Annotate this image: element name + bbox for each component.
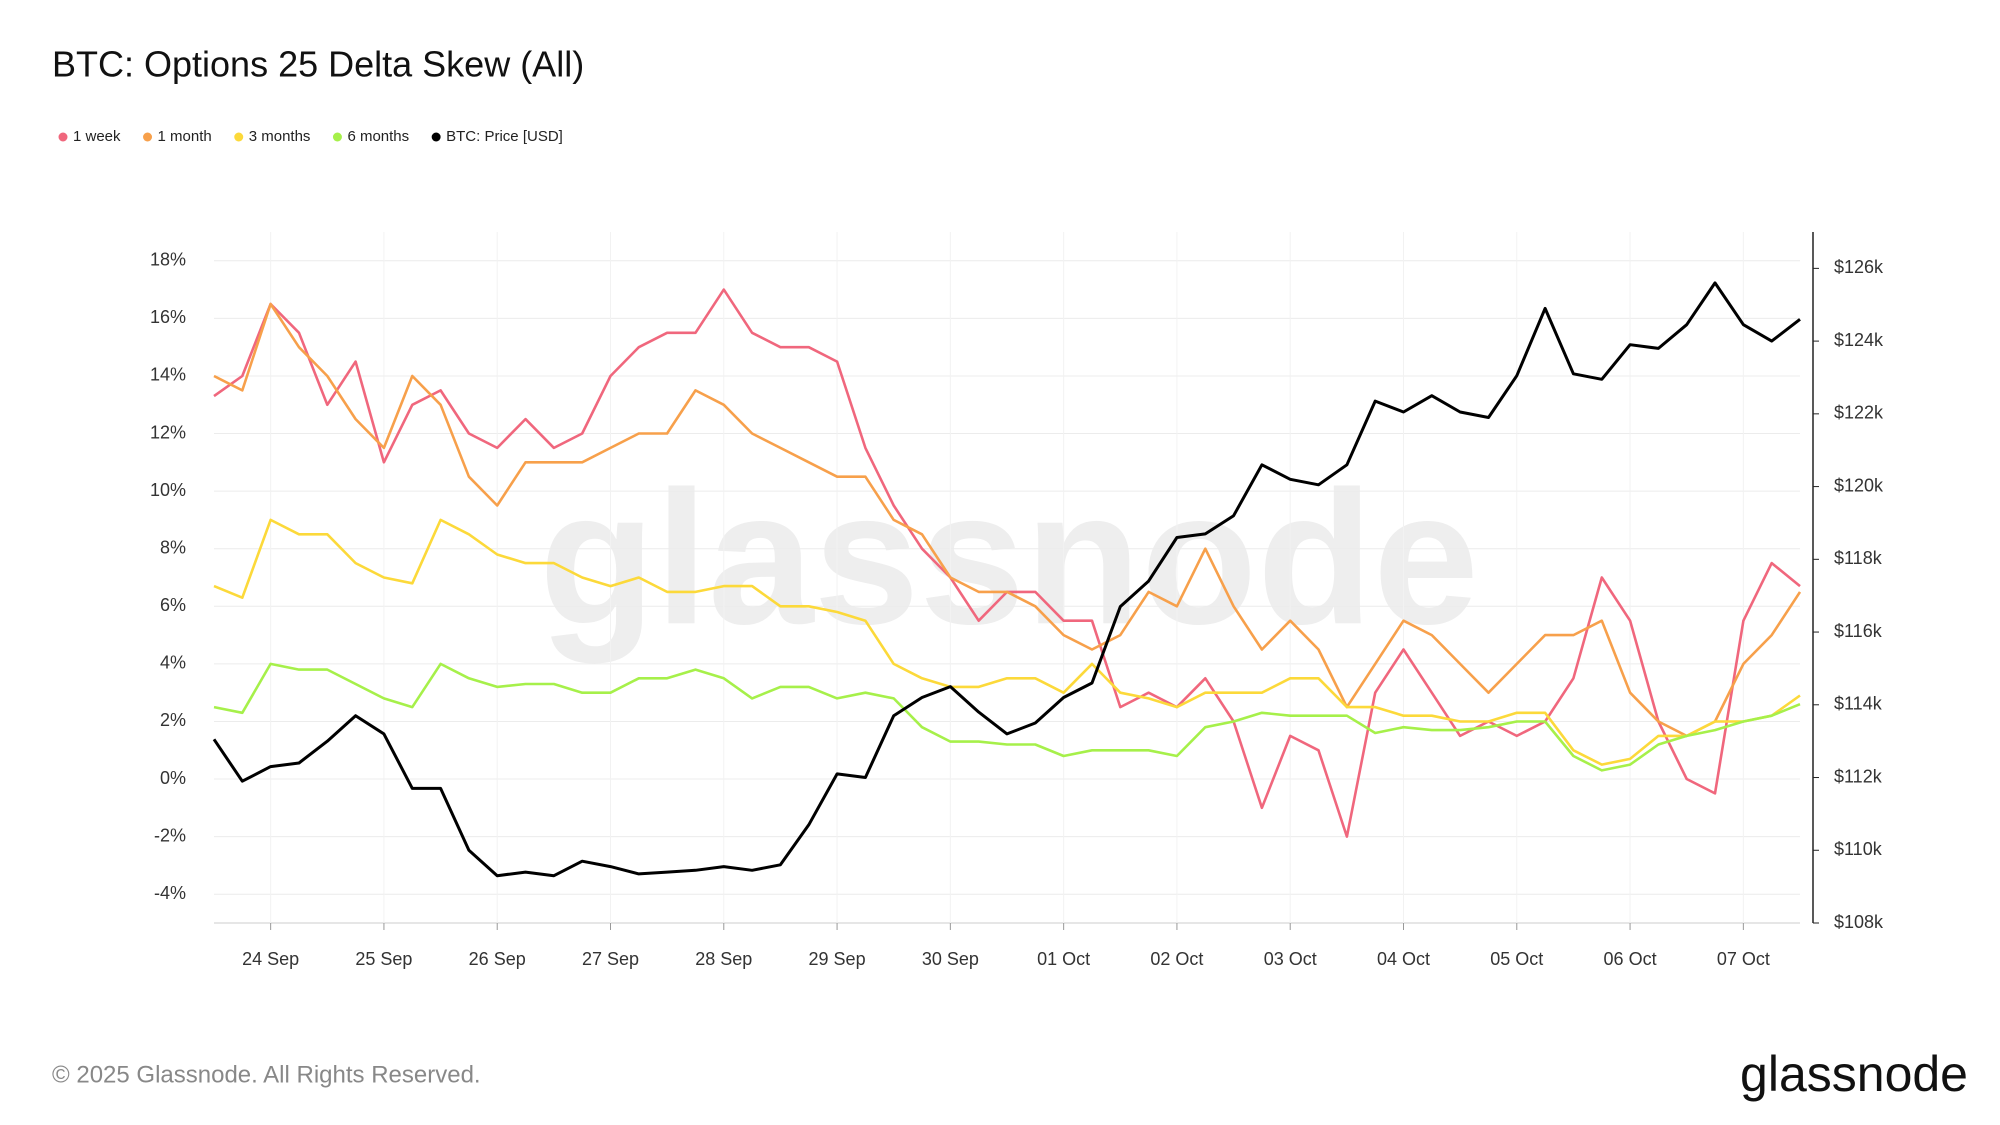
logo: glassnode bbox=[1740, 1046, 1968, 1102]
chart-title: BTC: Options 25 Delta Skew (All) bbox=[52, 44, 584, 85]
y2-tick-label: $120k bbox=[1834, 475, 1884, 495]
x-tick-label: 25 Sep bbox=[355, 949, 412, 969]
y2-tick-label: $110k bbox=[1834, 839, 1883, 859]
y-tick-label: 10% bbox=[150, 480, 186, 500]
legend-dot bbox=[58, 132, 68, 142]
y-tick-label: 8% bbox=[160, 537, 186, 557]
footer: © 2025 Glassnode. All Rights Reserved. bbox=[52, 1061, 481, 1088]
x-tick-label: 07 Oct bbox=[1717, 949, 1770, 969]
y2-tick-label: $118k bbox=[1834, 548, 1883, 568]
watermark: glassnode bbox=[539, 452, 1479, 664]
x-tick-label: 26 Sep bbox=[469, 949, 526, 969]
legend-label: 3 months bbox=[249, 128, 311, 145]
y2-tick-label: $114k bbox=[1834, 694, 1883, 714]
x-tick-label: 02 Oct bbox=[1150, 949, 1203, 969]
x-tick-label: 27 Sep bbox=[582, 949, 639, 969]
y2-tick-label: $122k bbox=[1834, 403, 1884, 423]
legend-label: 6 months bbox=[347, 128, 409, 145]
legend-label: 1 month bbox=[158, 128, 212, 145]
y2-tick-label: $108k bbox=[1834, 912, 1884, 932]
y-tick-label: 0% bbox=[160, 768, 186, 788]
y-tick-label: 14% bbox=[150, 365, 186, 385]
legend-dot bbox=[332, 132, 342, 142]
y2-tick-label: $116k bbox=[1834, 621, 1883, 641]
x-tick-label: 04 Oct bbox=[1377, 949, 1430, 969]
x-tick-label: 03 Oct bbox=[1264, 949, 1317, 969]
legend-dot bbox=[234, 132, 244, 142]
legend-label: BTC: Price [USD] bbox=[446, 128, 563, 145]
y-tick-label: 2% bbox=[160, 710, 186, 730]
x-tick-label: 29 Sep bbox=[809, 949, 866, 969]
series-line bbox=[213, 302, 1802, 738]
y-tick-label: 16% bbox=[150, 307, 186, 327]
legend-label: 1 week bbox=[73, 128, 121, 145]
y2-tick-label: $112k bbox=[1834, 766, 1883, 786]
series-line bbox=[213, 662, 1801, 772]
y-tick-label: 4% bbox=[160, 653, 186, 673]
x-tick-label: 06 Oct bbox=[1604, 949, 1657, 969]
series-line bbox=[213, 518, 1801, 766]
legend-dot bbox=[143, 132, 153, 142]
y-tick-label: 6% bbox=[160, 595, 186, 615]
y-tick-label: 12% bbox=[150, 422, 186, 442]
y-tick-label: -4% bbox=[154, 883, 186, 903]
x-tick-label: 24 Sep bbox=[242, 949, 299, 969]
y-tick-label: -2% bbox=[154, 825, 186, 845]
y2-tick-label: $124k bbox=[1834, 330, 1884, 350]
y2-tick-label: $126k bbox=[1834, 257, 1884, 277]
x-tick-label: 01 Oct bbox=[1037, 949, 1090, 969]
x-tick-label: 05 Oct bbox=[1490, 949, 1543, 969]
x-tick-label: 30 Sep bbox=[922, 949, 979, 969]
x-tick-label: 28 Sep bbox=[695, 949, 752, 969]
series-line bbox=[212, 281, 1801, 878]
legend-dot bbox=[431, 132, 441, 142]
y-tick-label: 18% bbox=[150, 250, 186, 270]
